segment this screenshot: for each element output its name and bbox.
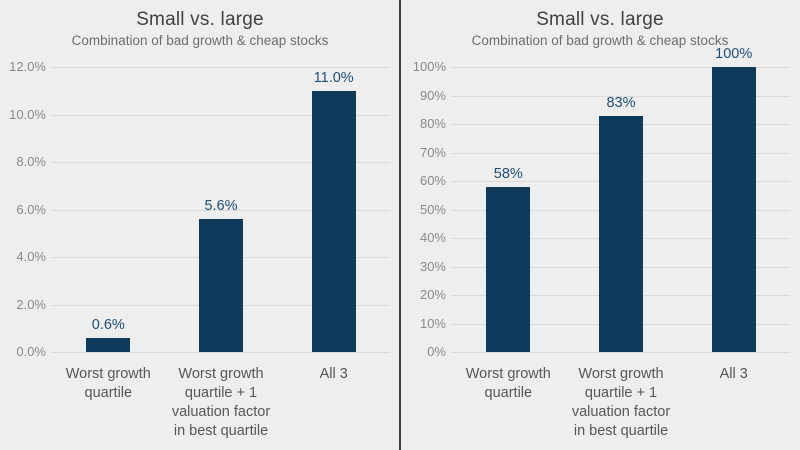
x-axis-category-label: All 3 — [319, 366, 348, 382]
panel-divider — [399, 0, 401, 450]
gridline — [52, 114, 390, 116]
y-axis-tick-label: 90% — [419, 87, 446, 103]
chart-panel-left: Small vs. large Combination of bad growt… — [9, 9, 390, 439]
y-axis-tick-label: 0.0% — [16, 344, 46, 359]
bar-value-label: 5.6% — [204, 198, 238, 214]
bar-value-label: 0.6% — [91, 316, 125, 333]
bar — [486, 186, 531, 352]
gridline — [52, 209, 390, 211]
gridline — [452, 352, 790, 353]
gridline — [52, 67, 390, 68]
y-axis-tick-label: 8.0% — [16, 154, 46, 169]
bar-value-label: 100% — [715, 46, 753, 62]
y-axis-tick-label: 12.0% — [9, 59, 46, 74]
y-axis-tick-label: 0% — [427, 344, 446, 359]
bar-value-label: 58% — [493, 165, 523, 182]
x-axis-category-label: Worst growth quartile + 1 valuation fact… — [171, 366, 271, 439]
chart-panel-right: Small vs. large Combination of bad growt… — [400, 0, 800, 450]
bar-value-label: 83% — [606, 94, 636, 111]
gridline — [452, 67, 790, 68]
bar — [311, 90, 356, 353]
y-axis-tick-label: 80% — [419, 116, 446, 131]
y-axis-tick-label: 10% — [419, 315, 446, 331]
bar-plot-area: 0.0% 2.0% 4.0% 6.0% 8.0% 10.0% 12.0% 0.6% Worst … — [9, 59, 390, 439]
bar-plot-area: 0% 10% 20% 30% 40% 50% 60% 70% 80% 90% 100% 58% Wors… — [400, 0, 800, 450]
y-axis-tick-label: 30% — [419, 258, 446, 274]
y-axis-tick-label: 10.0% — [9, 106, 46, 122]
bar — [711, 67, 756, 352]
y-axis-tick-label: 70% — [419, 144, 446, 160]
bar — [199, 219, 243, 352]
chart-subtitle: Combination of bad growth & cheap stocks — [71, 33, 329, 48]
x-axis-category-label: Worst growth quartile — [65, 366, 151, 401]
bar — [599, 115, 643, 352]
y-axis-tick-label: 20% — [419, 287, 446, 302]
gridline — [52, 352, 390, 353]
y-axis-tick-label: 4.0% — [16, 249, 46, 264]
bar — [86, 337, 131, 353]
gridline — [52, 162, 390, 163]
chart-subtitle: Combination of bad growth & cheap stocks — [471, 33, 729, 48]
y-axis-tick-label: 100% — [412, 59, 446, 74]
x-axis-category-label: All 3 — [719, 366, 748, 382]
y-axis-tick-label: 60% — [419, 173, 446, 188]
chart-title: Small vs. large — [536, 9, 664, 30]
bar-value-label: 11.0% — [313, 69, 354, 86]
x-axis-category-label: Worst growth quartile + 1 valuation fact… — [571, 366, 671, 439]
y-axis-tick-label: 6.0% — [16, 201, 46, 217]
gridline — [452, 95, 790, 97]
y-axis-tick-label: 50% — [419, 201, 446, 217]
chart-title: Small vs. large — [136, 9, 264, 30]
x-axis-category-label: Worst growth quartile — [465, 366, 551, 401]
y-axis-tick-label: 2.0% — [16, 296, 46, 312]
y-axis-tick-label: 40% — [419, 230, 446, 245]
